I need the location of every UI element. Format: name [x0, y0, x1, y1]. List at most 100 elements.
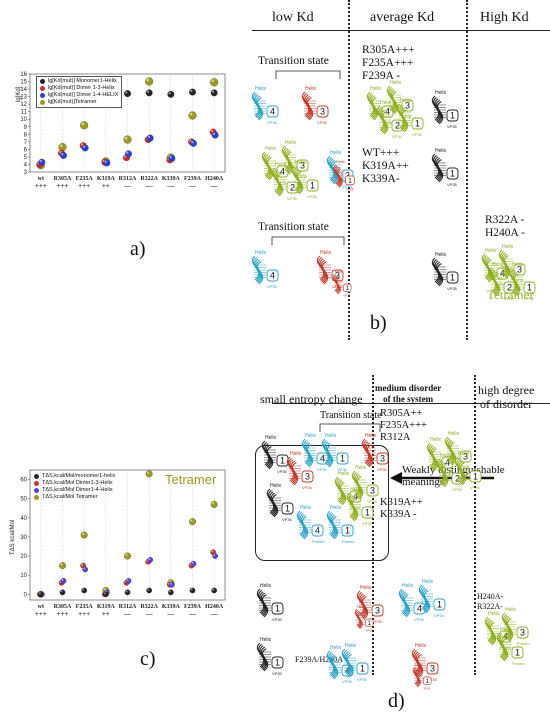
helix-label: Helix	[330, 150, 342, 156]
data-point-highlight	[126, 578, 129, 581]
vp35-label: VP35	[342, 679, 353, 684]
helix-stroke	[371, 97, 379, 121]
domain-number: 3	[463, 452, 468, 462]
legend-item: lg[Kd(mut)] Dimer 1-4-HELIX	[40, 92, 118, 99]
transition-state-label: Transition state	[320, 410, 382, 421]
domain-box	[426, 662, 439, 675]
helix-label: Helix	[325, 433, 337, 439]
domain-box	[433, 598, 446, 611]
x-effect-label: —	[188, 182, 197, 190]
helix-shape	[396, 103, 411, 133]
x-tick-label: R312A	[119, 604, 137, 610]
helix-shape	[354, 608, 365, 630]
col-small-entropy: small entropy change	[260, 392, 363, 406]
helix-label: Helix	[336, 159, 345, 164]
domain-number: 4	[417, 604, 422, 614]
helix-label: Helix	[275, 162, 287, 168]
helix-label: Helix	[448, 431, 460, 437]
data-point-highlight	[81, 122, 85, 126]
domain-number: 4	[445, 458, 450, 468]
helix-shape	[341, 648, 356, 678]
domain-number: 1	[415, 119, 420, 129]
helix-shape	[356, 590, 371, 620]
y-tick-label: 14	[20, 87, 27, 93]
helix-shape	[251, 91, 266, 121]
y-tick-label: 0	[24, 592, 28, 598]
data-point	[212, 553, 219, 559]
vp35-label: VP35	[524, 296, 535, 301]
mutant-group-3: H240A- R322A-	[477, 592, 504, 611]
vp35-label: VP35	[377, 467, 388, 472]
data-point-highlight	[168, 92, 171, 95]
domain-box	[361, 506, 374, 519]
data-point	[145, 89, 153, 97]
helix-label: Helix	[502, 244, 514, 250]
helix-label: Helix	[338, 471, 350, 477]
transition-bracket	[271, 236, 345, 245]
data-point-highlight	[125, 91, 128, 94]
data-point	[59, 589, 66, 596]
chart-a-ylabel: lg[Kd]	[16, 86, 22, 102]
helix-label: Helix	[285, 140, 297, 146]
domain-box	[523, 281, 536, 294]
y-tick-label: 7	[24, 140, 28, 146]
x-effect-label: —	[123, 182, 132, 190]
helix-stroke	[261, 594, 269, 618]
vp35-label: Protein	[312, 539, 325, 544]
helix-shape	[256, 642, 271, 672]
mutant-group-1: R305A++ F235A+++ R312A	[380, 408, 427, 443]
helix-shape	[333, 164, 345, 188]
vp35-label: Protein	[517, 641, 530, 646]
helix-label: Helix	[350, 487, 362, 493]
y-tick-label: 10	[20, 573, 27, 579]
domain-number: 1	[450, 273, 455, 283]
helix-glyph: Helix 1 VP35	[256, 583, 284, 622]
helix-label: Helix	[255, 86, 267, 92]
data-point	[81, 144, 89, 152]
helix-stroke	[403, 594, 411, 618]
helix-shape	[321, 438, 336, 468]
domain-box	[341, 524, 354, 537]
helix-label: Helix	[430, 437, 442, 443]
domain-box	[446, 271, 459, 284]
data-point	[60, 151, 67, 159]
y-tick-label: 4	[24, 162, 28, 168]
helix-stroke	[326, 444, 334, 468]
data-point	[37, 591, 44, 598]
domain-box	[376, 452, 389, 465]
helix-shape	[301, 438, 316, 468]
vp35-label: VP35	[367, 499, 378, 504]
domain-number: 3	[405, 101, 410, 111]
x-tick-label: F235A	[76, 604, 94, 610]
data-point-highlight	[104, 160, 107, 163]
data-point-highlight	[124, 136, 128, 140]
data-point-highlight	[59, 144, 63, 148]
domain-number: 1	[450, 169, 455, 179]
mutant-group-2: WT+++ K319A++ K339A-	[362, 147, 409, 185]
x-tick-label: H240A	[205, 604, 224, 610]
helix-label: Helix	[305, 433, 317, 439]
data-point-highlight	[211, 550, 214, 553]
vp35-label: VP35	[434, 613, 445, 618]
x-tick-label: F239A	[184, 604, 202, 610]
helix-glyph: Helix 1 VP35	[431, 90, 459, 129]
data-point	[146, 587, 153, 594]
helix-stroke	[358, 612, 363, 630]
helix-stroke	[306, 97, 314, 121]
domain-box	[306, 179, 319, 192]
data-point	[123, 135, 132, 144]
vp35-label: VP35	[287, 196, 298, 201]
helix-label: Helix	[485, 248, 497, 254]
header-rule	[252, 30, 550, 31]
helix-stroke	[436, 101, 444, 125]
y-tick-label: 11	[21, 110, 28, 116]
domain-number: 1	[425, 678, 429, 685]
domain-box	[343, 283, 352, 293]
legend-item: lg[Kd(mut)] Dimer 1-3-Helix	[40, 85, 118, 92]
helix-stroke	[331, 516, 339, 540]
domain-number: 1	[275, 658, 280, 668]
y-tick-label: 15	[20, 80, 27, 86]
